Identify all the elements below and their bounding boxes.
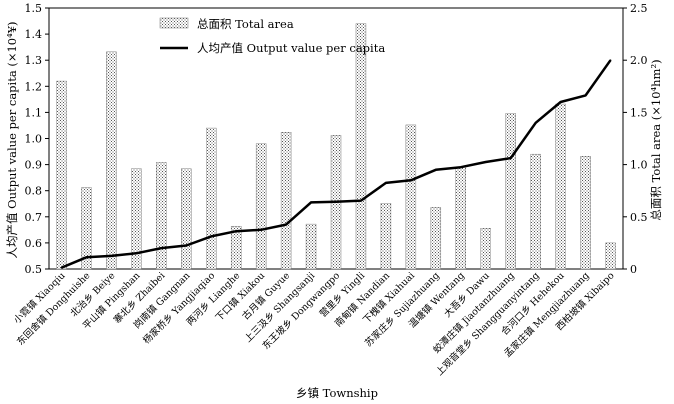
line-point-output-value — [560, 101, 562, 103]
bar-total-area — [581, 156, 591, 269]
y-left-tick-label: 1.1 — [25, 106, 43, 119]
y-left-tick-label: 0.8 — [25, 185, 43, 198]
legend: 总面积 Total area 人均产值 Output value per cap… — [160, 17, 385, 55]
line-point-output-value — [610, 59, 612, 61]
y-left-tick-label: 1.0 — [25, 133, 43, 146]
y-left-tick-label: 0.5 — [25, 263, 43, 276]
y-left-tick-label: 0.9 — [25, 159, 43, 172]
line-point-output-value — [310, 202, 312, 204]
bar-total-area — [606, 243, 616, 269]
line-point-output-value — [210, 236, 212, 238]
line-point-output-value — [585, 95, 587, 97]
bar-total-area — [531, 154, 541, 269]
line-point-output-value — [435, 169, 437, 171]
line-point-output-value — [535, 122, 537, 124]
bar-total-area — [556, 104, 566, 269]
line-point-output-value — [111, 255, 113, 257]
line-point-output-value — [360, 200, 362, 202]
line-point-output-value — [161, 247, 163, 249]
bar-total-area — [106, 52, 116, 269]
y-left-tick-label: 1.3 — [25, 54, 43, 67]
bar-total-area — [356, 24, 366, 269]
legend-label-output-value: 人均产值 Output value per capita — [197, 41, 385, 55]
legend-swatch-total-area — [160, 18, 188, 28]
line-point-output-value — [136, 253, 138, 255]
line-point-output-value — [510, 157, 512, 159]
y-left-tick-label: 1.5 — [25, 2, 43, 15]
line-point-output-value — [86, 256, 88, 258]
line-point-output-value — [410, 179, 412, 181]
line-point-output-value — [335, 201, 337, 203]
bar-total-area — [506, 113, 516, 269]
y-right-tick-label: 2.5 — [630, 2, 648, 15]
x-axis-label: 乡镇 Township — [296, 386, 378, 400]
y-right-tick-label: 0 — [630, 263, 637, 276]
y-left-tick-label: 0.6 — [25, 237, 43, 250]
plot-area: 0.5 0.6 0.7 0.8 0.9 1.0 1.1 1.2 1.3 1.4 1.5 0 0.5 1.0… — [11, 2, 647, 378]
bar-total-area — [281, 132, 291, 269]
line-point-output-value — [285, 224, 287, 226]
y-axis-right-label: 总面积 Total area (×10⁴hm²) — [649, 59, 663, 220]
bar-total-area — [181, 169, 191, 269]
bar-total-area — [456, 167, 466, 269]
bar-total-area — [381, 203, 391, 269]
bar-total-area — [156, 163, 166, 269]
combo-chart: 0.5 0.6 0.7 0.8 0.9 1.0 1.1 1.2 1.3 1.4 1.5 0 0.5 1.0… — [0, 0, 674, 404]
bar-total-area — [431, 207, 441, 269]
y-axis-left-label: 人均产值 Output value per capita (×10⁴¥) — [5, 21, 19, 258]
line-point-output-value — [385, 182, 387, 184]
y-left-tick-label: 1.2 — [25, 80, 43, 93]
line-point-output-value — [460, 166, 462, 168]
bar-total-area — [56, 81, 66, 269]
legend-label-total-area: 总面积 Total area — [197, 17, 294, 31]
y-right-tick-label: 0.5 — [630, 211, 648, 224]
y-left-tick-label: 0.7 — [25, 211, 43, 224]
y-left-tick-label: 1.4 — [25, 28, 43, 41]
line-point-output-value — [485, 161, 487, 163]
bar-total-area — [481, 228, 491, 269]
line-point-output-value — [235, 230, 237, 232]
bar-total-area — [306, 224, 316, 269]
bar-total-area — [406, 125, 416, 269]
line-point-output-value — [61, 267, 63, 269]
y-right-tick-label: 1.0 — [630, 159, 648, 172]
y-right-tick-label: 1.5 — [630, 106, 648, 119]
y-right-tick-label: 2.0 — [630, 54, 648, 67]
line-point-output-value — [260, 229, 262, 231]
bar-total-area — [256, 144, 266, 269]
line-point-output-value — [185, 245, 187, 247]
bar-total-area — [206, 128, 216, 269]
